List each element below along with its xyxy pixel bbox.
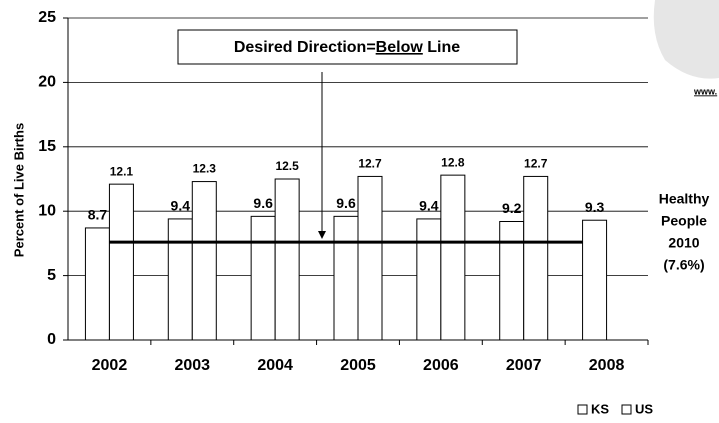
bar bbox=[582, 219, 608, 341]
y-tick-label: 20 bbox=[38, 74, 56, 91]
corner-photo bbox=[653, 0, 719, 79]
reference-label: 2010 bbox=[668, 235, 699, 251]
annotation-box bbox=[177, 29, 518, 65]
value-label: 9.4 bbox=[171, 198, 191, 214]
y-tick-label: 10 bbox=[38, 202, 56, 219]
bar bbox=[167, 218, 193, 341]
value-label: 12.3 bbox=[193, 162, 217, 176]
legend-label: US bbox=[635, 401, 653, 416]
legend-swatch bbox=[621, 404, 632, 415]
annotation-part: Line bbox=[423, 39, 460, 56]
value-label: 12.7 bbox=[524, 157, 548, 171]
bar bbox=[274, 178, 300, 341]
value-label: 12.8 bbox=[441, 155, 465, 169]
x-tick-label: 2008 bbox=[589, 357, 625, 374]
bar bbox=[523, 175, 549, 341]
y-tick-label: 15 bbox=[38, 138, 56, 155]
value-label: 9.6 bbox=[336, 195, 356, 211]
x-tick-label: 2003 bbox=[174, 357, 210, 374]
legend-swatch bbox=[577, 404, 588, 415]
y-tick-label: 5 bbox=[47, 267, 56, 284]
bar bbox=[250, 215, 276, 341]
arrow-head bbox=[318, 231, 326, 239]
x-tick-label: 2002 bbox=[92, 357, 128, 374]
value-label: 12.7 bbox=[358, 157, 382, 171]
bar bbox=[191, 181, 217, 341]
legend-label: KS bbox=[591, 401, 609, 416]
x-tick-label: 2005 bbox=[340, 357, 376, 374]
annotation-part: Desired Direction= bbox=[234, 39, 376, 56]
bar bbox=[84, 227, 110, 341]
annotation-part: Below bbox=[376, 39, 424, 56]
x-tick-label: 2007 bbox=[506, 357, 542, 374]
value-label: 9.4 bbox=[419, 198, 439, 214]
bar bbox=[416, 218, 442, 341]
reference-label: Healthy bbox=[659, 191, 710, 207]
reference-label: People bbox=[661, 213, 707, 229]
bar bbox=[499, 221, 525, 341]
corner-caption: www. bbox=[693, 86, 717, 96]
value-label: 9.2 bbox=[502, 200, 522, 216]
y-tick-label: 25 bbox=[38, 9, 56, 26]
bar bbox=[108, 183, 134, 341]
y-axis-label: Percent of Live Births bbox=[11, 123, 26, 257]
annotation: Desired Direction=Below Line bbox=[234, 39, 460, 56]
x-tick-label: 2004 bbox=[257, 357, 293, 374]
x-tick-label: 2006 bbox=[423, 357, 459, 374]
value-label: 9.6 bbox=[253, 195, 273, 211]
value-label: 12.1 bbox=[110, 164, 134, 178]
value-label: 12.5 bbox=[275, 159, 299, 173]
value-label: 9.3 bbox=[585, 199, 605, 215]
reference-label: (7.6%) bbox=[663, 257, 704, 273]
y-tick-label: 0 bbox=[47, 331, 56, 348]
bar bbox=[357, 175, 383, 341]
bar bbox=[333, 215, 359, 341]
value-label: 8.7 bbox=[88, 207, 108, 223]
bar bbox=[440, 174, 466, 341]
